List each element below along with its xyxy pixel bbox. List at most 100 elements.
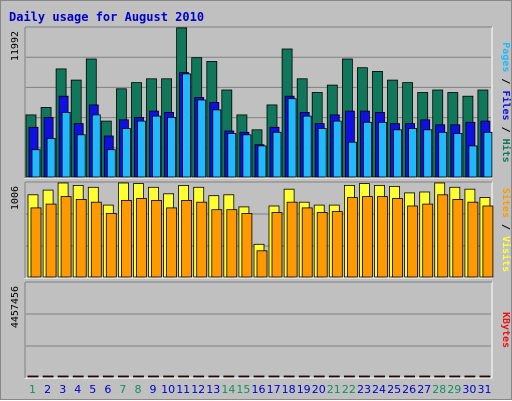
y-max-label: 4457456 [10, 286, 21, 328]
x-tick-label-day-2: 2 [44, 383, 51, 396]
chart-title: Daily usage for August 2010 [9, 10, 204, 24]
legend-separator: / [500, 121, 511, 139]
x-tick-label-day-26: 26 [402, 383, 416, 396]
x-tick-label-day-31: 31 [478, 383, 492, 396]
chart-panel-1: 11992 Pages / Files / Hits [10, 26, 512, 179]
x-tick-label-day-8: 8 [135, 383, 142, 396]
bar-pages-day-23 [362, 121, 372, 178]
bar-pages-day-16 [257, 145, 267, 178]
bar-sites-day-10 [166, 207, 178, 278]
bar-sites-day-20 [316, 212, 328, 278]
bar-kbytes-day-10 [163, 375, 175, 378]
bar-pages-day-27 [423, 129, 433, 178]
bar-sites-day-9 [151, 199, 162, 278]
x-tick-label-day-29: 29 [447, 383, 461, 396]
bar-kbytes-day-17 [268, 375, 280, 378]
x-tick-label-day-14: 14 [221, 383, 235, 396]
bar-sites-day-19 [301, 207, 313, 278]
bar-pages-day-31 [483, 131, 493, 178]
bar-kbytes-day-5 [87, 375, 99, 378]
bar-pages-day-12 [197, 99, 207, 178]
x-tick-label-day-3: 3 [59, 383, 66, 396]
bar-sites-day-30 [467, 201, 479, 278]
bar-pages-day-24 [378, 121, 387, 178]
bar-kbytes-day-23 [358, 375, 370, 378]
chart-panel-2: 1006 Sites / Visits [10, 181, 512, 279]
bar-kbytes-day-7 [118, 375, 129, 378]
x-tick-label-day-17: 17 [267, 383, 281, 396]
bar-kbytes-day-9 [148, 375, 159, 378]
bar-sites-day-27 [422, 203, 434, 278]
bar-kbytes-day-21 [328, 375, 340, 378]
x-tick-label-day-28: 28 [432, 383, 446, 396]
x-tick-label-day-9: 9 [150, 383, 157, 396]
bar-sites-day-14 [226, 209, 238, 278]
bar-sites-day-15 [241, 213, 253, 278]
bar-sites-day-18 [286, 201, 298, 278]
bar-sites-day-8 [136, 198, 147, 278]
bar-sites-day-3 [60, 196, 72, 278]
x-tick-label-day-5: 5 [89, 383, 96, 396]
bar-sites-day-11 [181, 199, 193, 278]
bar-pages-day-20 [317, 128, 327, 178]
bar-pages-day-22 [347, 141, 357, 178]
bar-sites-day-28 [437, 194, 449, 278]
bar-pages-day-28 [438, 131, 448, 178]
bar-pages-day-7 [122, 128, 131, 178]
bar-sites-day-26 [407, 205, 419, 278]
legend-files: Files [500, 90, 512, 120]
bar-sites-day-23 [361, 196, 373, 278]
bar-kbytes-day-27 [419, 375, 431, 378]
bar-pages-day-14 [227, 133, 237, 178]
legend-hits: Hits [500, 139, 512, 163]
legend-visits: Visits [500, 236, 512, 272]
bar-kbytes-day-18 [283, 375, 295, 378]
bar-pages-day-17 [272, 131, 282, 178]
bar-kbytes-day-15 [238, 375, 250, 378]
bar-sites-day-2 [45, 203, 57, 278]
bar-kbytes-day-12 [193, 375, 205, 378]
x-tick-label-day-19: 19 [297, 383, 311, 396]
legend-sites: Sites [500, 188, 512, 218]
bar-kbytes-day-30 [464, 375, 476, 378]
bar-kbytes-day-11 [178, 375, 190, 378]
bar-sites-day-7 [121, 199, 132, 278]
bar-sites-day-6 [105, 213, 117, 278]
bar-kbytes-day-22 [343, 375, 355, 378]
x-tick-label-day-24: 24 [372, 383, 386, 396]
x-tick-label-day-16: 16 [252, 383, 266, 396]
bar-sites-day-12 [196, 201, 208, 278]
bar-sites-day-4 [75, 198, 87, 278]
x-tick-label-day-13: 13 [206, 383, 220, 396]
bar-kbytes-day-8 [133, 375, 144, 378]
x-tick-label-day-25: 25 [387, 383, 401, 396]
chart-panel-3: 4457456 KBytes [10, 281, 511, 379]
x-tick-label-day-21: 21 [327, 383, 341, 396]
bar-kbytes-day-4 [72, 375, 84, 378]
x-tick-label-day-23: 23 [357, 383, 371, 396]
x-tick-label-day-7: 7 [119, 383, 126, 396]
x-tick-label-day-12: 12 [191, 383, 205, 396]
bar-kbytes-day-3 [57, 375, 69, 378]
bar-kbytes-day-28 [434, 375, 446, 378]
bar-pages-day-4 [76, 134, 86, 178]
legend-kbytes: KBytes [500, 312, 511, 348]
bar-sites-day-24 [377, 196, 388, 278]
bar-pages-day-3 [61, 112, 71, 178]
bar-kbytes-day-26 [404, 375, 416, 378]
y-max-label: 1006 [10, 186, 21, 210]
bar-kbytes-day-19 [298, 375, 310, 378]
x-tick-label-day-4: 4 [74, 383, 81, 396]
bar-sites-day-22 [346, 197, 358, 278]
bar-pages-day-18 [287, 98, 297, 178]
x-tick-label-day-1: 1 [29, 383, 36, 396]
bar-pages-day-21 [332, 120, 342, 178]
bar-pages-day-9 [152, 115, 161, 178]
bar-pages-day-30 [468, 145, 478, 178]
bar-kbytes-day-16 [253, 375, 265, 378]
bar-pages-day-1 [31, 149, 41, 178]
bar-kbytes-day-29 [449, 375, 461, 378]
x-tick-label-day-18: 18 [282, 383, 296, 396]
